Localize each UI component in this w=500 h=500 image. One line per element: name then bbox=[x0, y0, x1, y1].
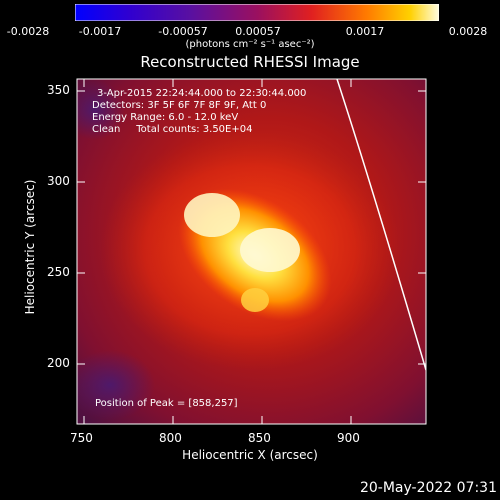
x-tick-label: 800 bbox=[159, 431, 182, 445]
y-tick-label: 300 bbox=[47, 174, 70, 188]
colorbar-tick: -0.0028 bbox=[6, 25, 50, 38]
plot-title: Reconstructed RHESSI Image bbox=[140, 53, 360, 71]
clean-counts-label: Clean Total counts: 3.50E+04 bbox=[92, 124, 253, 135]
colorbar bbox=[75, 4, 439, 21]
datestamp: 20-May-2022 07:31 bbox=[359, 480, 497, 496]
colorbar-tick: 0.0017 bbox=[345, 25, 385, 38]
colorbar-unit: (photons cm⁻² s⁻¹ asec⁻²) bbox=[185, 39, 315, 50]
x-tick-label: 900 bbox=[337, 431, 360, 445]
colorbar-tick: 0.0028 bbox=[448, 25, 488, 38]
y-axis-label: Heliocentric Y (arcsec) bbox=[23, 179, 37, 315]
energy-range-label: Energy Range: 6.0 - 12.0 keV bbox=[92, 112, 239, 123]
colorbar-tick: 0.00057 bbox=[235, 25, 281, 38]
y-tick-label: 350 bbox=[47, 83, 70, 97]
time-range-label: 3-Apr-2015 22:24:44.000 to 22:30:44.000 bbox=[97, 88, 307, 99]
y-tick-label: 250 bbox=[47, 265, 70, 279]
peak-position-label: Position of Peak = [858,257] bbox=[95, 398, 238, 409]
x-tick-label: 750 bbox=[70, 431, 93, 445]
y-tick-label: 200 bbox=[47, 356, 70, 370]
x-axis-label: Heliocentric X (arcsec) bbox=[182, 448, 318, 462]
colorbar-tick: -0.0017 bbox=[78, 25, 122, 38]
colorbar-tick: -0.00057 bbox=[158, 25, 208, 38]
detectors-label: Detectors: 3F 5F 6F 7F 8F 9F, Att 0 bbox=[92, 100, 267, 111]
x-tick-label: 850 bbox=[248, 431, 271, 445]
